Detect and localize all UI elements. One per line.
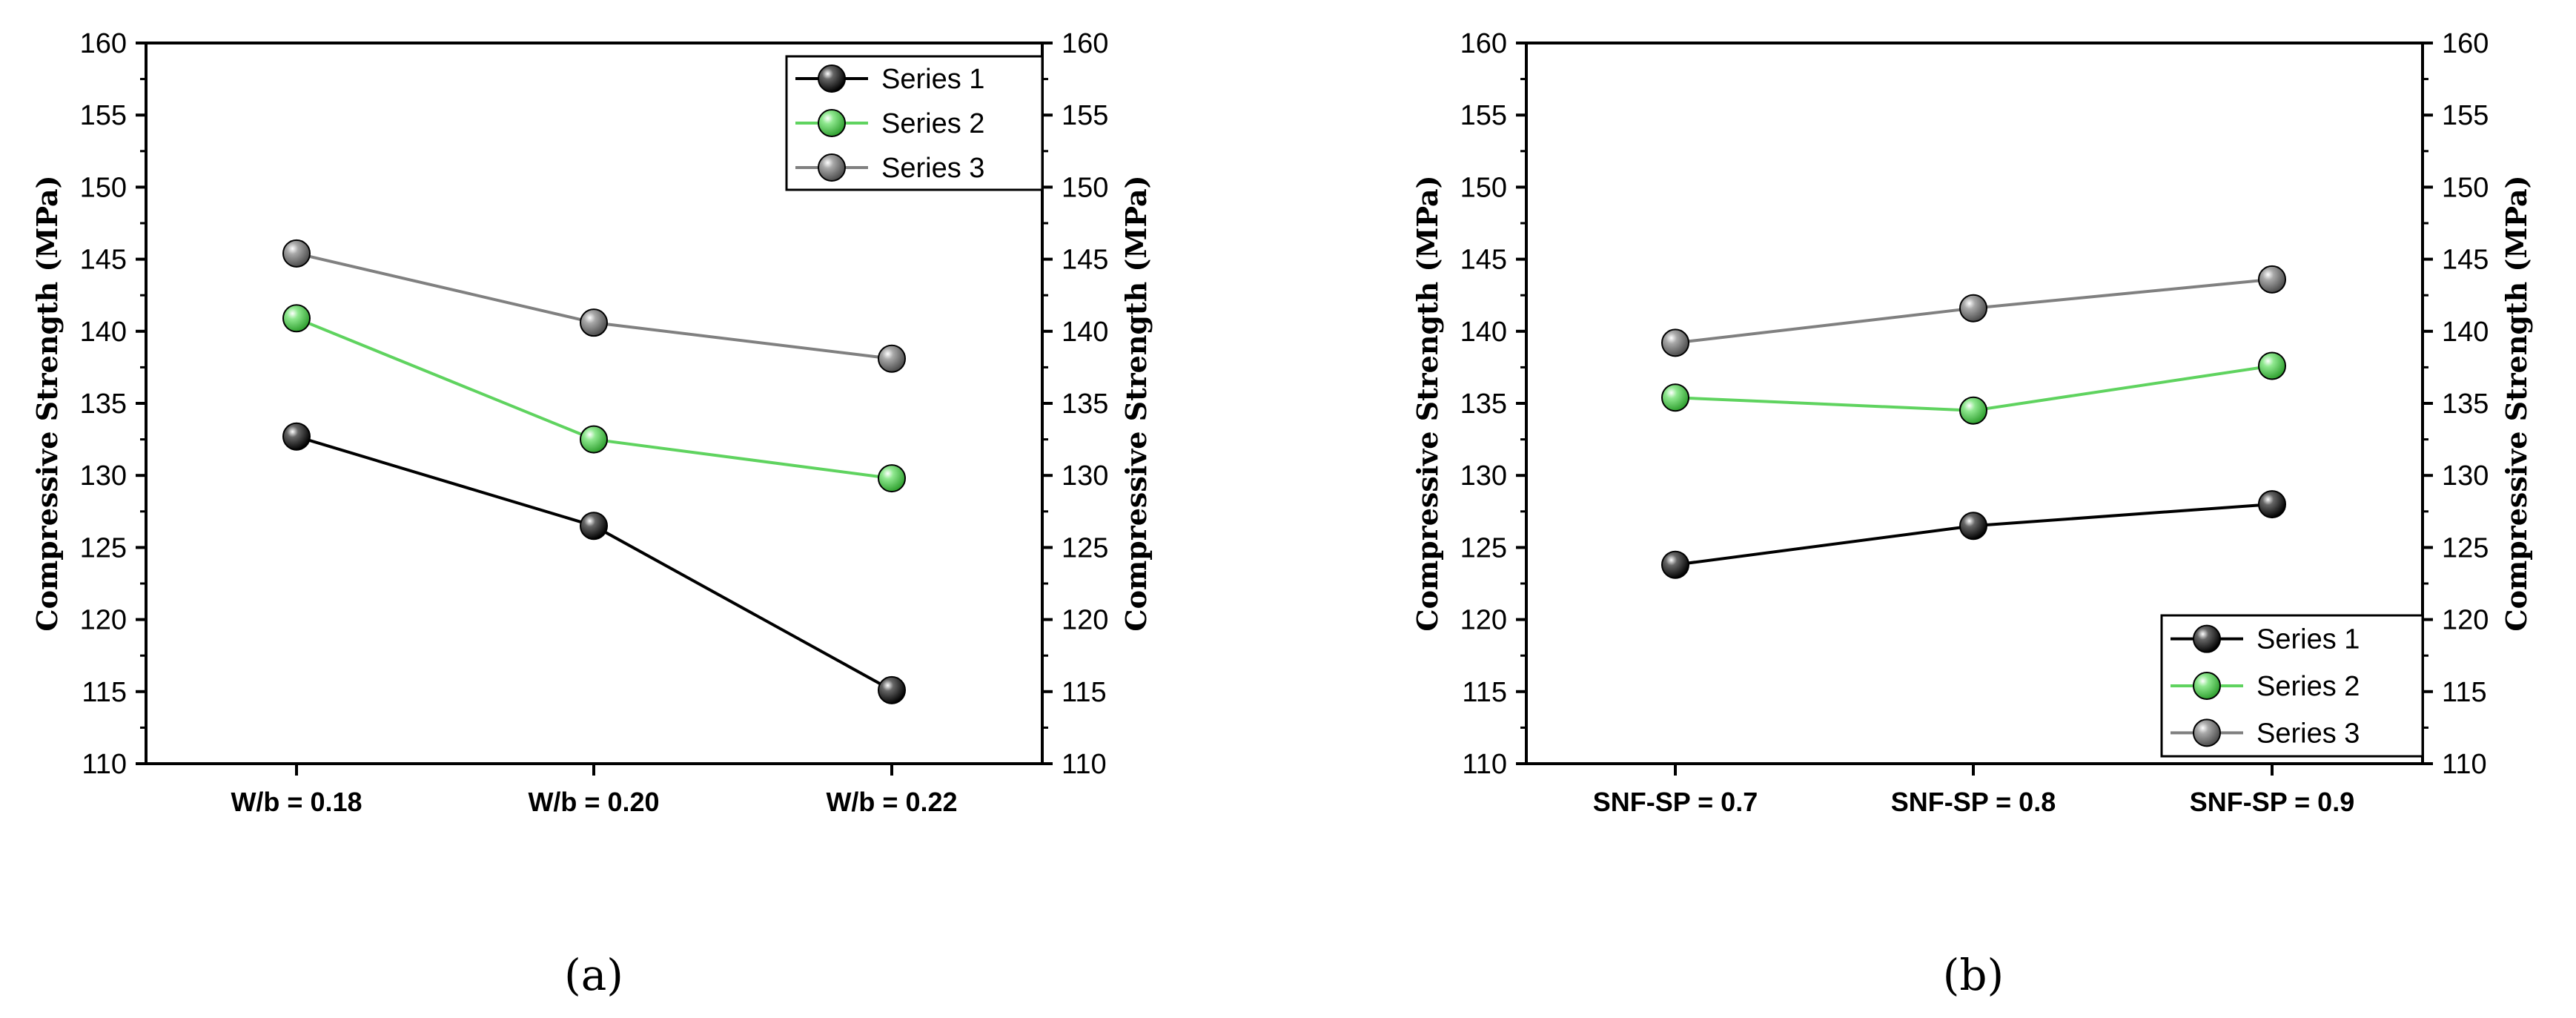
y-tick-label-left: 125 — [80, 532, 127, 563]
y-tick-label-left: 140 — [80, 317, 127, 348]
data-point — [2258, 351, 2286, 380]
data-point — [282, 304, 311, 333]
y-tick-label-left: 145 — [1460, 245, 1507, 276]
y-tick-label-right: 135 — [1062, 389, 1108, 420]
chart-panel-b: 110 110 115 115 120 120 125 125 130 130 135 135 140 1… — [1411, 28, 2533, 1000]
y-tick-label-right: 155 — [2442, 100, 2489, 131]
series-line — [296, 434, 893, 692]
y-tick-label-right: 130 — [2442, 460, 2489, 492]
data-point — [878, 464, 906, 493]
y-tick-label-right: 110 — [1062, 749, 1107, 780]
data-point — [1661, 550, 1689, 579]
legend-label: Series 2 — [881, 108, 984, 139]
y-tick-label-right: 125 — [2442, 532, 2489, 563]
y-tick-label-right: 115 — [2442, 677, 2487, 708]
y-tick-label-left: 160 — [1460, 28, 1507, 59]
y-tick-label-left: 125 — [1460, 532, 1507, 563]
legend-marker — [2193, 624, 2221, 653]
y-tick-label-left: 115 — [1462, 677, 1507, 708]
legend-marker — [818, 153, 846, 182]
data-point — [1661, 383, 1689, 412]
y-tick-label-left: 155 — [80, 100, 127, 131]
y-tick-label-left: 135 — [80, 389, 127, 420]
y-tick-label-left: 140 — [1460, 317, 1507, 348]
y-tick-label-left: 155 — [1460, 100, 1507, 131]
data-point — [580, 308, 608, 337]
y-tick-label-right: 150 — [1062, 172, 1108, 203]
data-point — [1959, 512, 1987, 541]
legend-marker — [818, 65, 846, 93]
y-tick-label-left: 115 — [82, 677, 127, 708]
legend-marker — [2193, 718, 2221, 747]
y-tick-label-right: 155 — [1062, 100, 1108, 131]
data-point — [2258, 265, 2286, 294]
data-point — [1959, 294, 1987, 323]
y-tick-label-right: 125 — [1062, 532, 1108, 563]
legend-label: Series 1 — [881, 64, 984, 95]
data-point — [282, 422, 311, 451]
y-tick-label-right: 115 — [1062, 677, 1107, 708]
y-axis-title-left: Compressive Strength (MPa) — [1411, 175, 1444, 631]
y-tick-label-left: 120 — [1460, 605, 1507, 636]
legend-label: Series 1 — [2257, 624, 2360, 655]
y-tick-label-right: 135 — [2442, 389, 2489, 420]
panel-label: (b) — [1943, 950, 2004, 1000]
y-tick-label-right: 145 — [2442, 245, 2489, 276]
series-line — [296, 317, 893, 480]
data-point — [580, 425, 608, 454]
x-tick-label: SNF-SP = 0.9 — [2190, 787, 2354, 817]
y-tick-label-left: 150 — [80, 172, 127, 203]
chart-panel-a: 110 110 115 115 120 120 125 125 130 130 135 135 140 1… — [30, 28, 1153, 1000]
y-tick-label-right: 130 — [1062, 460, 1108, 492]
y-tick-label-right: 120 — [2442, 605, 2489, 636]
y-tick-label-left: 110 — [82, 749, 127, 780]
y-axis-title-left: Compressive Strength (MPa) — [30, 175, 64, 631]
data-point — [580, 512, 608, 541]
data-point — [878, 344, 906, 373]
y-tick-label-right: 145 — [1062, 245, 1108, 276]
y-tick-label-left: 130 — [80, 460, 127, 492]
x-tick-label: SNF-SP = 0.8 — [1891, 787, 2056, 817]
y-tick-label-right: 140 — [2442, 317, 2489, 348]
legend-label: Series 3 — [2257, 718, 2360, 749]
y-tick-label-left: 110 — [1462, 749, 1507, 780]
y-axis-title-right: Compressive Strength (MPa) — [1119, 175, 1153, 631]
x-tick-label: W/b = 0.18 — [231, 787, 362, 817]
data-point — [2258, 490, 2286, 519]
y-tick-label-right: 160 — [2442, 28, 2489, 59]
legend-label: Series 3 — [881, 153, 984, 184]
data-point — [878, 675, 906, 704]
y-tick-label-left: 135 — [1460, 389, 1507, 420]
data-point — [1661, 328, 1689, 357]
series-line — [296, 251, 893, 360]
y-tick-label-left: 145 — [80, 245, 127, 276]
y-tick-label-right: 150 — [2442, 172, 2489, 203]
y-tick-label-left: 150 — [1460, 172, 1507, 203]
data-point — [282, 239, 311, 268]
y-tick-label-right: 160 — [1062, 28, 1108, 59]
x-tick-label: W/b = 0.20 — [528, 787, 659, 817]
x-tick-label: W/b = 0.22 — [826, 787, 957, 817]
y-tick-label-left: 130 — [1460, 460, 1507, 492]
y-tick-label-left: 120 — [80, 605, 127, 636]
legend-label: Series 2 — [2257, 671, 2360, 702]
y-tick-label-right: 110 — [2442, 749, 2487, 780]
x-tick-label: SNF-SP = 0.7 — [1593, 787, 1758, 817]
data-point — [1959, 396, 1987, 425]
y-axis-title-right: Compressive Strength (MPa) — [2500, 175, 2533, 631]
panel-label: (a) — [564, 950, 623, 1000]
y-tick-label-left: 160 — [80, 28, 127, 59]
y-tick-label-right: 140 — [1062, 317, 1108, 348]
legend-marker — [818, 109, 846, 137]
y-tick-label-right: 120 — [1062, 605, 1108, 636]
legend-marker — [2193, 672, 2221, 700]
